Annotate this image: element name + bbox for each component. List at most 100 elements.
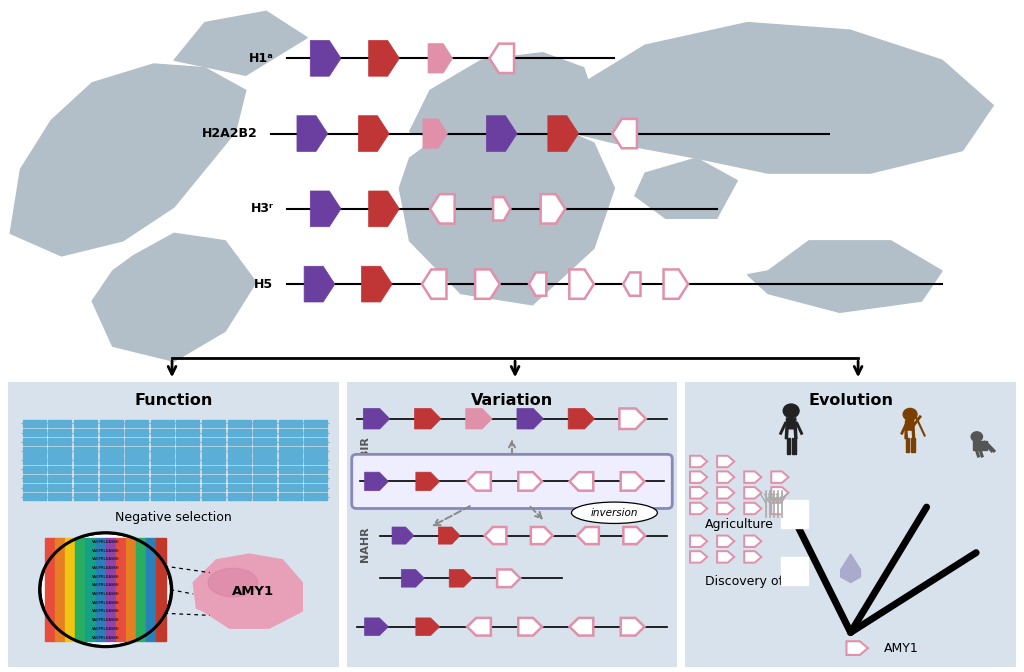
Text: Function: Function [134, 393, 213, 408]
Bar [176, 466, 200, 473]
Bar [202, 484, 225, 491]
Polygon shape [841, 554, 860, 583]
Bar [253, 438, 276, 446]
Bar [304, 466, 328, 473]
Polygon shape [497, 569, 520, 587]
Polygon shape [717, 487, 734, 499]
Bar [202, 447, 225, 454]
Polygon shape [911, 438, 914, 452]
Polygon shape [717, 456, 734, 467]
Bar [253, 429, 276, 436]
Bar [253, 493, 276, 501]
Polygon shape [489, 44, 514, 73]
Bar [116, 538, 126, 641]
Bar [227, 456, 251, 464]
Polygon shape [475, 269, 500, 299]
Polygon shape [517, 409, 544, 429]
Bar [23, 447, 46, 454]
Polygon shape [416, 472, 439, 491]
Polygon shape [415, 409, 441, 429]
Polygon shape [690, 503, 708, 514]
Polygon shape [973, 441, 987, 450]
Polygon shape [422, 269, 446, 299]
Polygon shape [399, 120, 614, 305]
Bar [304, 474, 328, 482]
Polygon shape [568, 409, 595, 429]
Text: Agriculture: Agriculture [706, 517, 774, 531]
Bar [279, 466, 302, 473]
Bar [74, 438, 97, 446]
Bar [125, 493, 148, 501]
Polygon shape [717, 503, 734, 514]
Text: H5: H5 [254, 278, 273, 290]
Polygon shape [10, 64, 246, 256]
Polygon shape [174, 11, 307, 75]
Bar [304, 484, 328, 491]
Bar [202, 493, 225, 501]
Bar [279, 456, 302, 464]
Bar [125, 419, 148, 427]
Polygon shape [553, 23, 993, 173]
Polygon shape [518, 472, 542, 491]
Bar [151, 474, 174, 482]
Polygon shape [358, 116, 389, 151]
Polygon shape [569, 618, 593, 636]
Bar [48, 456, 72, 464]
Text: Negative selection: Negative selection [115, 511, 231, 524]
Bar [151, 419, 174, 427]
Bar [279, 429, 302, 436]
Bar [48, 447, 72, 454]
Bar [99, 456, 123, 464]
Text: VAGPRLDASKH: VAGPRLDASKH [92, 636, 120, 640]
Polygon shape [569, 269, 594, 299]
Bar [23, 438, 46, 446]
Bar [99, 429, 123, 436]
Bar [125, 429, 148, 436]
Polygon shape [438, 527, 460, 544]
Polygon shape [401, 569, 424, 587]
Polygon shape [717, 472, 734, 483]
Polygon shape [529, 272, 547, 296]
Bar [176, 456, 200, 464]
Polygon shape [620, 409, 646, 429]
Text: Variation: Variation [471, 393, 553, 408]
Polygon shape [548, 116, 579, 151]
Polygon shape [365, 472, 388, 491]
Bar [76, 538, 85, 641]
Polygon shape [621, 472, 644, 491]
Bar [176, 484, 200, 491]
Bar [99, 419, 123, 427]
Bar [99, 447, 123, 454]
Bar [74, 447, 97, 454]
Polygon shape [621, 618, 644, 636]
Bar [279, 419, 302, 427]
Polygon shape [486, 116, 517, 151]
Text: VAGPRLDASKH: VAGPRLDASKH [92, 548, 120, 552]
Polygon shape [194, 554, 302, 628]
Text: H2A2B2: H2A2B2 [203, 127, 258, 140]
Polygon shape [466, 409, 493, 429]
Bar [48, 484, 72, 491]
FancyBboxPatch shape [3, 378, 344, 671]
Bar [176, 429, 200, 436]
Bar [304, 447, 328, 454]
Polygon shape [410, 52, 594, 143]
Bar [99, 474, 123, 482]
Polygon shape [623, 272, 641, 296]
Text: H1ᵃ: H1ᵃ [249, 52, 273, 65]
Polygon shape [717, 551, 734, 562]
Bar [74, 466, 97, 473]
Bar [253, 484, 276, 491]
Circle shape [783, 404, 799, 418]
Bar [48, 419, 72, 427]
Bar [55, 538, 66, 641]
Ellipse shape [208, 569, 258, 597]
Polygon shape [92, 233, 256, 362]
Text: VAGPRLDASKH: VAGPRLDASKH [92, 566, 120, 570]
Bar [74, 474, 97, 482]
FancyBboxPatch shape [342, 378, 682, 671]
Bar [227, 419, 251, 427]
Text: VAGPRLDASKH: VAGPRLDASKH [92, 592, 120, 596]
Polygon shape [690, 536, 708, 547]
Polygon shape [430, 194, 455, 224]
